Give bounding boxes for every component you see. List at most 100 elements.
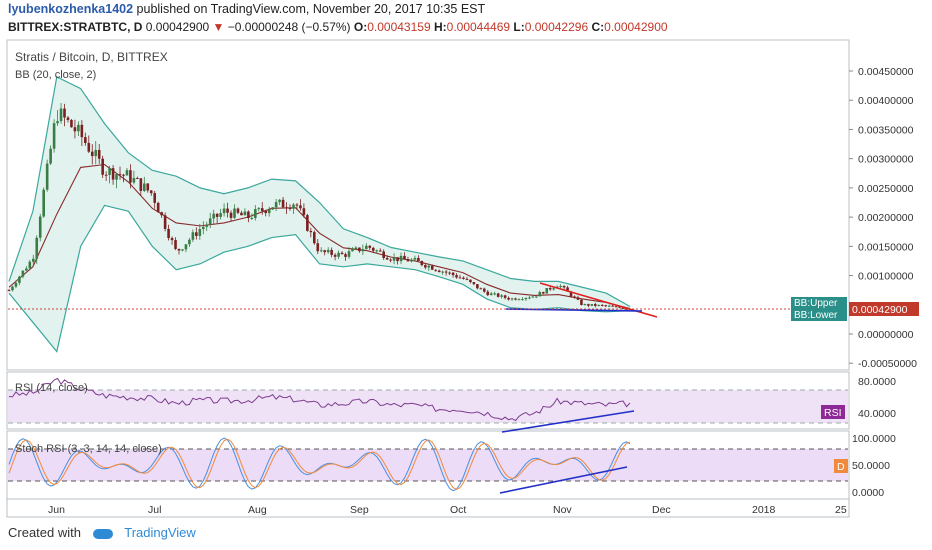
- x-label-sep: Sep: [350, 504, 369, 516]
- candle-body: [569, 291, 573, 297]
- candle-body: [181, 249, 184, 251]
- candle-body: [493, 293, 496, 295]
- candle-body: [441, 271, 444, 273]
- candle-body: [365, 245, 368, 250]
- candle-body: [264, 210, 268, 214]
- candle-body: [195, 232, 198, 236]
- candle-body: [191, 232, 195, 240]
- candle-body: [541, 292, 545, 294]
- candle-body: [56, 121, 59, 124]
- candle-body: [562, 285, 566, 288]
- candle-body: [594, 304, 597, 306]
- candle-body: [122, 174, 125, 176]
- candle-body: [208, 218, 212, 225]
- candle-body: [451, 272, 455, 276]
- candle-body: [73, 127, 77, 132]
- candle-body: [621, 307, 625, 309]
- candle-body: [198, 229, 202, 236]
- time-axis-frame: [6, 498, 850, 518]
- trendline-blue-rsi[interactable]: [501, 410, 635, 433]
- x-label-25: 25: [835, 504, 847, 516]
- candle-body: [125, 170, 129, 176]
- candle-body: [267, 209, 271, 214]
- candle-body: [337, 252, 340, 257]
- candle-body: [465, 278, 469, 280]
- candle-body: [489, 293, 493, 296]
- candle-body: [115, 174, 118, 180]
- price-badge-text: 0.00042900: [852, 304, 908, 316]
- candle-body: [295, 204, 299, 206]
- candle-body: [146, 183, 150, 191]
- candle-body: [87, 142, 91, 152]
- candle-body: [25, 268, 28, 271]
- candle-body: [101, 158, 104, 175]
- candle-body: [312, 232, 316, 244]
- candle-body: [316, 243, 320, 252]
- candle-body: [448, 272, 451, 274]
- price-tick-label: 0.00300000: [858, 154, 914, 166]
- candle-body: [614, 306, 618, 308]
- candle-body: [385, 257, 389, 260]
- candle-body: [531, 296, 535, 298]
- candle-body: [215, 213, 219, 217]
- candle-body: [188, 239, 191, 245]
- stoch-d-line: [8, 438, 631, 491]
- high-value: 0.00044469: [446, 20, 511, 34]
- rsi-tick-80: 80.0000: [858, 376, 896, 388]
- price-tick-label: 0.00350000: [858, 124, 914, 136]
- candle-body: [330, 249, 333, 255]
- candle-body: [247, 211, 250, 219]
- candle-body: [66, 117, 70, 120]
- bb-badge: [791, 297, 847, 321]
- candle-body: [174, 240, 177, 249]
- candle-body: [167, 228, 170, 239]
- price-tick-label: 0.00150000: [858, 241, 914, 253]
- candle-body: [226, 208, 229, 213]
- candle-body: [201, 226, 205, 230]
- candle-body: [281, 199, 285, 208]
- candle-body: [392, 257, 396, 261]
- rsi-line: [8, 377, 631, 422]
- bb-indicator-title: BB (20, close, 2): [15, 69, 96, 81]
- candle-body: [469, 279, 472, 283]
- price-tick-label: 0.00000000: [858, 329, 914, 341]
- candle-body: [507, 297, 510, 300]
- price-pane-title: Stratis / Bitcoin, D, BITTREX: [15, 50, 168, 64]
- footer: Created with TradingView: [8, 525, 196, 540]
- candle-body: [80, 124, 84, 138]
- candle-body: [177, 248, 181, 251]
- candle-body: [14, 282, 18, 287]
- candle-body: [382, 251, 385, 258]
- stoch-tick-100: 100.0000: [852, 433, 896, 445]
- candle-body: [524, 297, 528, 300]
- tradingview-brand-link[interactable]: TradingView: [124, 525, 196, 540]
- candle-body: [462, 277, 465, 279]
- candle-body: [309, 230, 313, 233]
- candle-body: [517, 299, 521, 301]
- candle-body: [97, 149, 101, 159]
- close-value: 0.00042900: [604, 20, 668, 34]
- candle-body: [458, 277, 462, 279]
- author-link[interactable]: lyubenkozhenka1402: [8, 2, 134, 16]
- candle-body: [590, 304, 594, 306]
- candle-body: [52, 123, 56, 149]
- candle-body: [184, 244, 188, 250]
- candle-body: [552, 288, 555, 290]
- candle-body: [136, 177, 139, 179]
- candle-body: [476, 284, 479, 289]
- x-label-jun: Jun: [48, 504, 65, 516]
- candle-body: [479, 288, 483, 290]
- candle-body: [205, 224, 209, 227]
- published-text: published on TradingView.com, November 2…: [136, 2, 486, 16]
- candle-body: [430, 265, 434, 270]
- candle-body: [611, 305, 614, 307]
- price-tick-label: 0.00100000: [858, 271, 914, 283]
- trendline-blue-stoch[interactable]: [499, 466, 628, 494]
- low-label: L:: [513, 20, 525, 34]
- stoch-badge: [834, 459, 848, 473]
- candle-body: [503, 295, 507, 298]
- tradingview-cloud-icon: [92, 528, 113, 539]
- candle-body: [302, 208, 306, 216]
